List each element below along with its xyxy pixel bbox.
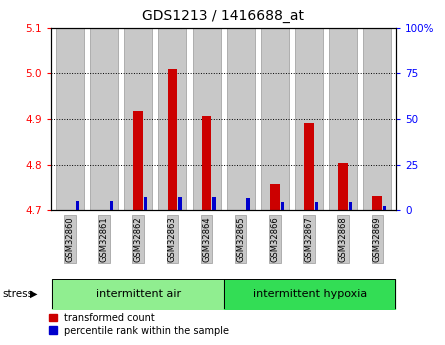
Bar [270,184,279,210]
Bar [372,196,382,210]
Text: GSM32861: GSM32861 [100,216,109,262]
Bar [383,206,387,210]
Text: GDS1213 / 1416688_at: GDS1213 / 1416688_at [142,9,303,23]
Bar [338,164,348,210]
Bar [56,28,84,210]
Bar [261,28,289,210]
Text: GSM32860: GSM32860 [65,216,74,262]
Bar [281,202,284,210]
Bar [76,201,79,210]
Bar [363,28,391,210]
Bar [227,28,255,210]
Text: GSM32866: GSM32866 [270,216,279,262]
Bar [90,28,118,210]
Bar [304,123,314,210]
Bar [212,197,216,210]
Bar [329,28,357,210]
Text: GSM32863: GSM32863 [168,216,177,262]
Text: GSM32862: GSM32862 [134,216,143,262]
Bar [134,111,143,210]
Text: GSM32867: GSM32867 [304,216,313,262]
Bar [315,202,318,210]
Bar [110,201,113,210]
Bar [193,28,221,210]
Bar [158,28,186,210]
Bar [202,116,211,210]
Text: ▶: ▶ [30,289,38,299]
Text: GSM32864: GSM32864 [202,216,211,262]
Bar [247,198,250,210]
Text: GSM32869: GSM32869 [373,216,382,262]
Text: intermittent air: intermittent air [96,289,181,299]
Bar [178,197,182,210]
Legend: transformed count, percentile rank within the sample: transformed count, percentile rank withi… [45,309,233,339]
Bar [144,197,147,210]
Text: GSM32865: GSM32865 [236,216,245,262]
Bar [168,69,177,210]
Bar [65,209,75,210]
Text: GSM32868: GSM32868 [339,216,348,262]
Bar [295,28,323,210]
Text: intermittent hypoxia: intermittent hypoxia [252,289,367,299]
Bar [124,28,152,210]
Bar [349,202,352,210]
Text: stress: stress [2,289,33,299]
